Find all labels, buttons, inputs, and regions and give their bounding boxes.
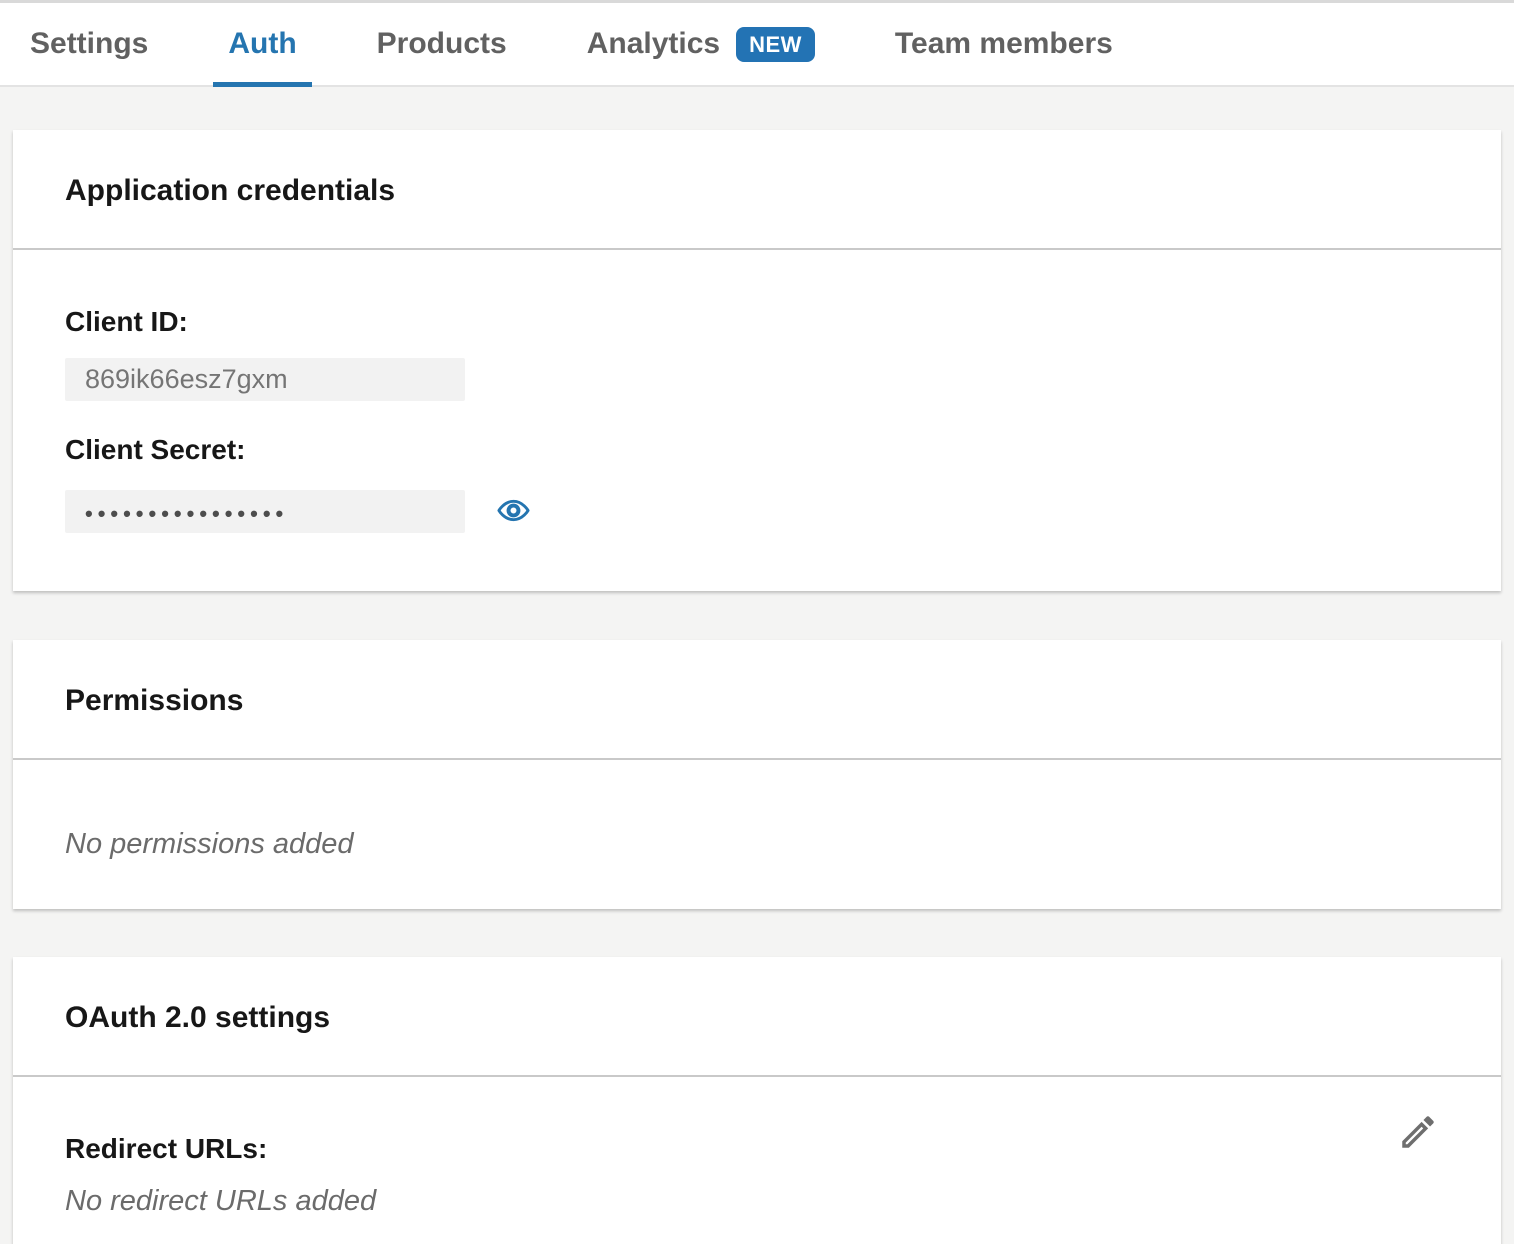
client-secret-field[interactable] xyxy=(65,490,465,533)
tab-analytics[interactable]: Analytics NEW xyxy=(587,3,815,85)
permissions-title: Permissions xyxy=(65,684,244,717)
client-secret-row xyxy=(65,490,1449,533)
eye-icon xyxy=(496,493,531,531)
no-redirect-urls-text: No redirect URLs added xyxy=(65,1185,377,1217)
application-credentials-body: Client ID: Client Secret: xyxy=(13,250,1501,591)
edit-redirect-urls-button[interactable] xyxy=(1397,1111,1439,1156)
tab-settings[interactable]: Settings xyxy=(30,3,148,85)
redirect-urls-label: Redirect URLs: xyxy=(65,1133,268,1164)
pencil-icon xyxy=(1397,1116,1439,1156)
client-secret-label: Client Secret: xyxy=(65,434,246,465)
new-badge: NEW xyxy=(736,26,815,62)
client-id-field[interactable] xyxy=(65,358,465,401)
oauth-settings-body: Redirect URLs: No redirect URLs added xyxy=(13,1077,1501,1244)
spacer xyxy=(65,401,1449,434)
application-credentials-header: Application credentials xyxy=(13,130,1501,250)
tab-team-members[interactable]: Team members xyxy=(895,3,1113,85)
oauth-settings-header: OAuth 2.0 settings xyxy=(13,957,1501,1077)
tab-auth-label: Auth xyxy=(228,27,297,60)
tab-settings-label: Settings xyxy=(30,27,149,60)
application-credentials-title: Application credentials xyxy=(65,174,396,207)
permissions-card: Permissions No permissions added xyxy=(13,640,1501,909)
permissions-header: Permissions xyxy=(13,640,1501,760)
reveal-secret-button[interactable] xyxy=(496,493,531,531)
top-divider xyxy=(0,0,1514,3)
tab-analytics-label: Analytics xyxy=(586,27,721,60)
permissions-body: No permissions added xyxy=(13,760,1501,909)
client-id-label: Client ID: xyxy=(65,306,188,337)
tab-products[interactable]: Products xyxy=(377,3,507,85)
application-credentials-card: Application credentials Client ID: Clien… xyxy=(13,130,1501,591)
oauth-settings-title: OAuth 2.0 settings xyxy=(65,1001,331,1034)
tab-products-label: Products xyxy=(376,27,507,60)
no-permissions-text: No permissions added xyxy=(65,828,354,860)
tab-team-members-label: Team members xyxy=(894,27,1113,60)
tab-auth[interactable]: Auth xyxy=(213,3,313,87)
tab-bar: Settings Auth Products Analytics NEW Tea… xyxy=(0,3,1514,87)
oauth-settings-card: OAuth 2.0 settings Redirect URLs: No red… xyxy=(13,957,1501,1244)
